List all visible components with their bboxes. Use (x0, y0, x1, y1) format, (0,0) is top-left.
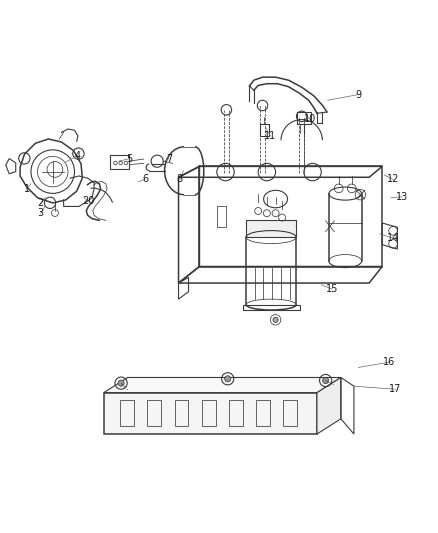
Text: 8: 8 (177, 174, 183, 184)
Text: 16: 16 (383, 357, 395, 367)
Text: 7: 7 (166, 154, 172, 164)
Text: 9: 9 (355, 90, 361, 100)
Text: 14: 14 (387, 233, 399, 243)
Bar (202, 400, 215, 426)
Bar (217, 206, 226, 228)
Text: 17: 17 (389, 384, 402, 394)
Text: 2: 2 (37, 198, 44, 208)
Bar (256, 400, 270, 426)
Bar (283, 400, 297, 426)
Bar (199, 166, 382, 266)
Bar (297, 112, 311, 124)
Text: 15: 15 (326, 284, 338, 294)
Text: 3: 3 (38, 208, 44, 219)
Bar (110, 155, 129, 169)
Text: 4: 4 (74, 150, 81, 160)
Circle shape (322, 377, 328, 384)
Circle shape (225, 376, 231, 382)
Circle shape (273, 317, 278, 322)
Text: 5: 5 (127, 154, 133, 164)
Bar (246, 220, 296, 237)
Polygon shape (317, 377, 341, 434)
Text: 12: 12 (387, 174, 399, 184)
Circle shape (118, 380, 124, 386)
Bar (243, 304, 300, 310)
Text: 1: 1 (24, 184, 30, 194)
Text: 10: 10 (304, 115, 317, 124)
Bar (260, 124, 268, 136)
Bar (175, 400, 188, 426)
Bar (120, 400, 134, 426)
Polygon shape (104, 393, 317, 434)
Bar (147, 400, 161, 426)
Text: 13: 13 (396, 192, 408, 202)
Text: 11: 11 (264, 131, 276, 141)
Polygon shape (104, 377, 341, 393)
Text: 20: 20 (82, 196, 95, 206)
Bar (229, 400, 243, 426)
Text: 6: 6 (142, 174, 148, 184)
